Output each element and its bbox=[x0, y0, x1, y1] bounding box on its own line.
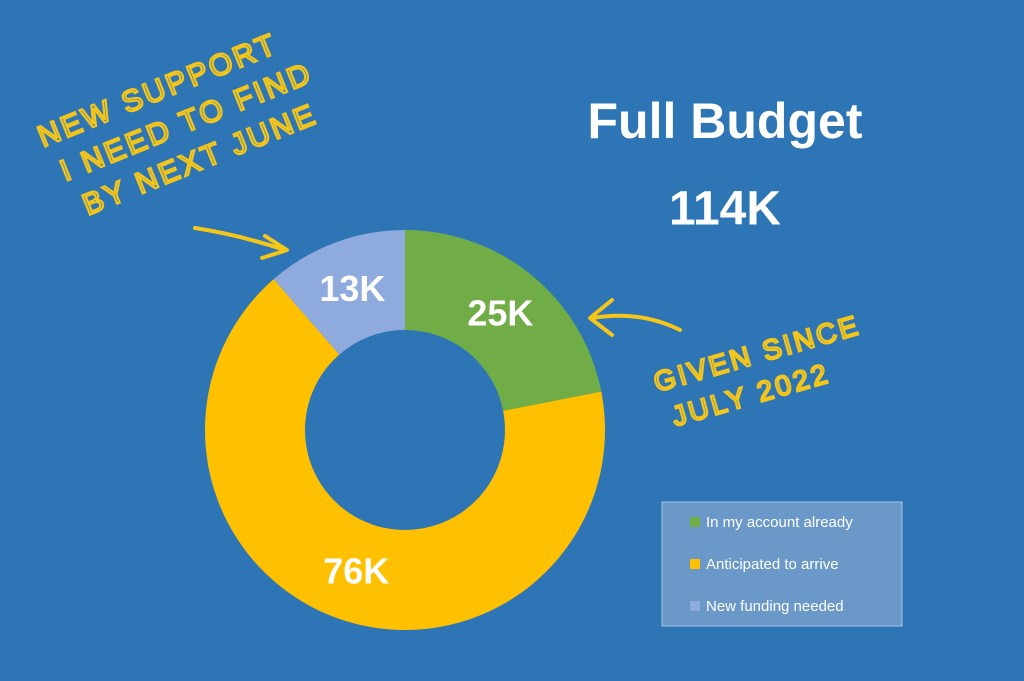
legend-label: Anticipated to arrive bbox=[706, 556, 839, 573]
legend-label: New funding needed bbox=[706, 598, 844, 615]
legend-box bbox=[661, 501, 903, 627]
legend-swatch bbox=[690, 601, 700, 611]
data-label: 25K bbox=[467, 293, 533, 334]
chart-subtitle: 114K bbox=[669, 183, 781, 236]
donut-slice bbox=[405, 230, 602, 411]
data-label: 13K bbox=[319, 268, 385, 309]
legend-label: In my account already bbox=[706, 514, 853, 531]
donut-slice bbox=[204, 279, 605, 630]
donut-slice bbox=[273, 230, 405, 355]
chart-title: Full Budget bbox=[588, 93, 863, 149]
data-label: 76K bbox=[323, 550, 389, 591]
annotation-arrow bbox=[588, 298, 682, 337]
legend-swatch bbox=[690, 517, 700, 527]
annotation-arrow bbox=[193, 226, 289, 260]
legend-swatch bbox=[690, 559, 700, 569]
